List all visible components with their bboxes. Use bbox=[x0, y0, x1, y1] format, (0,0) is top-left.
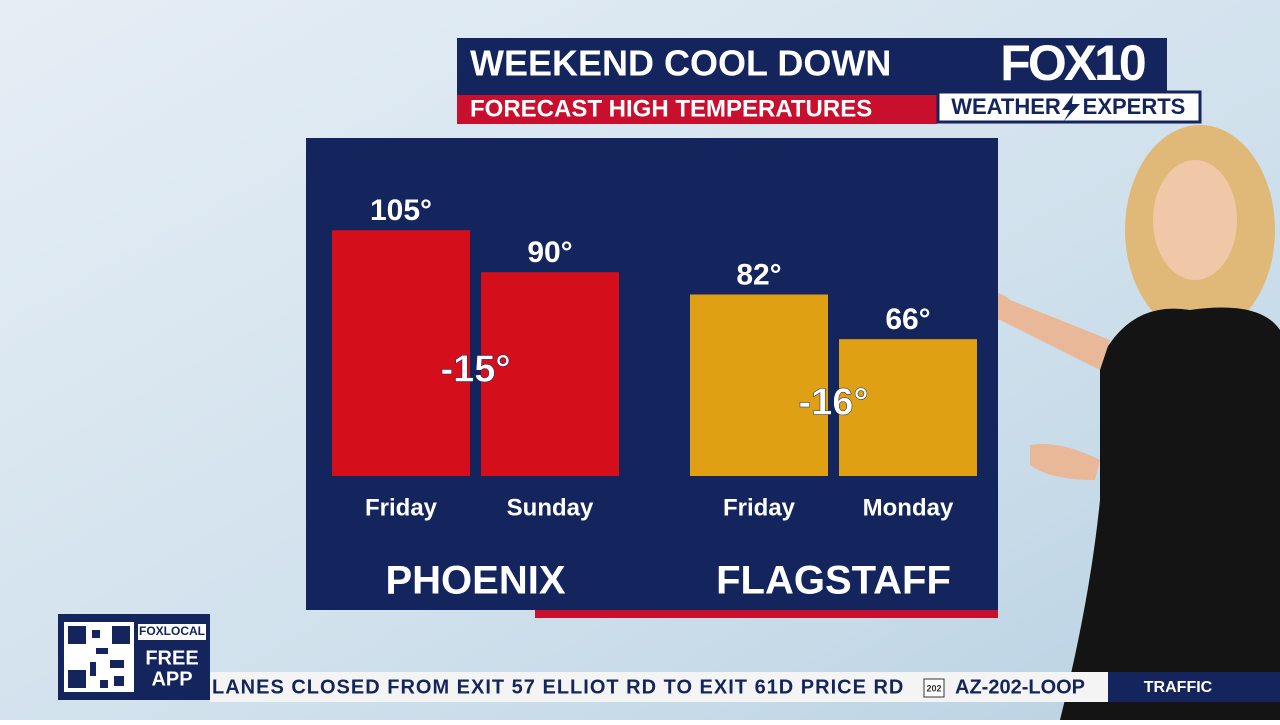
header-subtitle: FORECAST HIGH TEMPERATURES bbox=[470, 95, 872, 122]
promo-brand-box bbox=[138, 624, 206, 640]
category-label: Friday bbox=[365, 494, 438, 521]
group-label: PHOENIX bbox=[385, 559, 565, 603]
bar bbox=[481, 272, 619, 476]
value-label: 90° bbox=[527, 236, 572, 269]
bar bbox=[690, 294, 828, 476]
logo-tagline-right: EXPERTS bbox=[1083, 94, 1186, 119]
logo-bolt bbox=[1062, 95, 1080, 121]
category-label: Monday bbox=[863, 494, 954, 521]
header-box bbox=[457, 38, 937, 95]
promo-line: FREE bbox=[145, 647, 198, 669]
category-label: Friday bbox=[723, 494, 796, 521]
route-shield-number: 202 bbox=[926, 683, 941, 693]
bar bbox=[332, 230, 470, 476]
ticker-route: AZ-202-LOOP bbox=[955, 676, 1085, 698]
ticker-section-box bbox=[1108, 672, 1280, 702]
promo-brand: FOXLOCAL bbox=[139, 624, 205, 638]
header-strip bbox=[457, 95, 937, 124]
bar bbox=[839, 339, 977, 476]
ticker-section: TRAFFIC bbox=[1144, 679, 1213, 696]
header-title: WEEKEND COOL DOWN bbox=[470, 43, 891, 84]
group-label: FLAGSTAFF bbox=[716, 559, 951, 603]
value-label: 105° bbox=[370, 194, 432, 227]
value-label: 82° bbox=[736, 258, 781, 291]
presenter bbox=[940, 125, 1280, 720]
route-shield bbox=[923, 678, 945, 698]
qr-pattern bbox=[68, 626, 130, 688]
category-label: Sunday bbox=[507, 494, 594, 521]
logo-tagline-left: WEATHER bbox=[951, 94, 1061, 119]
ticker-bar bbox=[210, 672, 1108, 702]
change-label: -16° bbox=[798, 381, 868, 423]
logo-box bbox=[937, 38, 1167, 92]
change-label: -15° bbox=[440, 349, 510, 391]
promo-line: APP bbox=[151, 668, 192, 690]
value-label: 66° bbox=[885, 303, 930, 336]
chart: 105° Friday 90° Sunday -15° PHOENIX 82° Friday 6… bbox=[332, 194, 977, 603]
ticker-text: LANES CLOSED FROM EXIT 57 ELLIOT RD TO E… bbox=[212, 676, 904, 698]
logo-brand: FOX10 bbox=[1000, 35, 1145, 91]
